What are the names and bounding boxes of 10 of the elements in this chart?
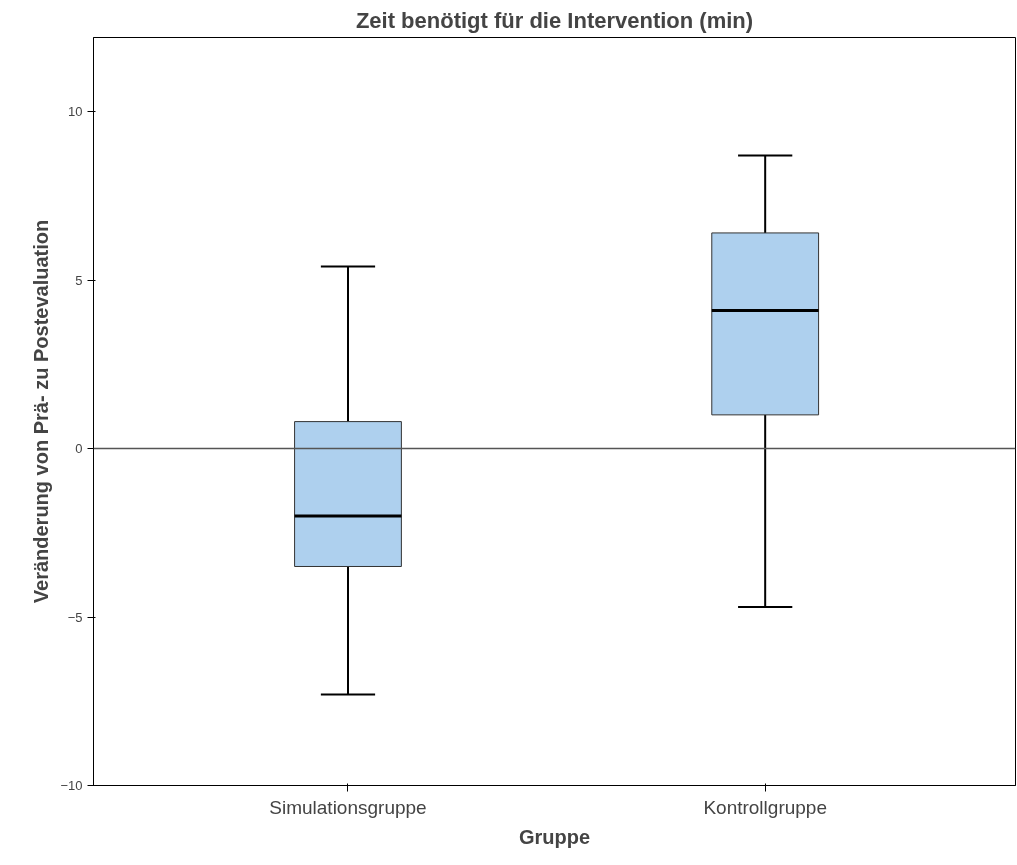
- y-tick-label: 10: [68, 104, 83, 120]
- chart-title: Zeit benötigt für die Intervention (min): [355, 7, 754, 33]
- x-tick-label: Simulationsgruppe: [269, 796, 427, 818]
- y-tick-label: −5: [67, 609, 83, 625]
- y-tick-label: −10: [60, 778, 83, 793]
- y-axis-title: Veränderung von Prä- zu Postevaluation: [30, 219, 53, 604]
- x-tick-label: Kontrollgruppe: [703, 796, 827, 818]
- y-tick-label: 0: [75, 441, 83, 457]
- y-tick-label: 5: [75, 272, 83, 288]
- x-axis-title: Gruppe: [518, 825, 591, 848]
